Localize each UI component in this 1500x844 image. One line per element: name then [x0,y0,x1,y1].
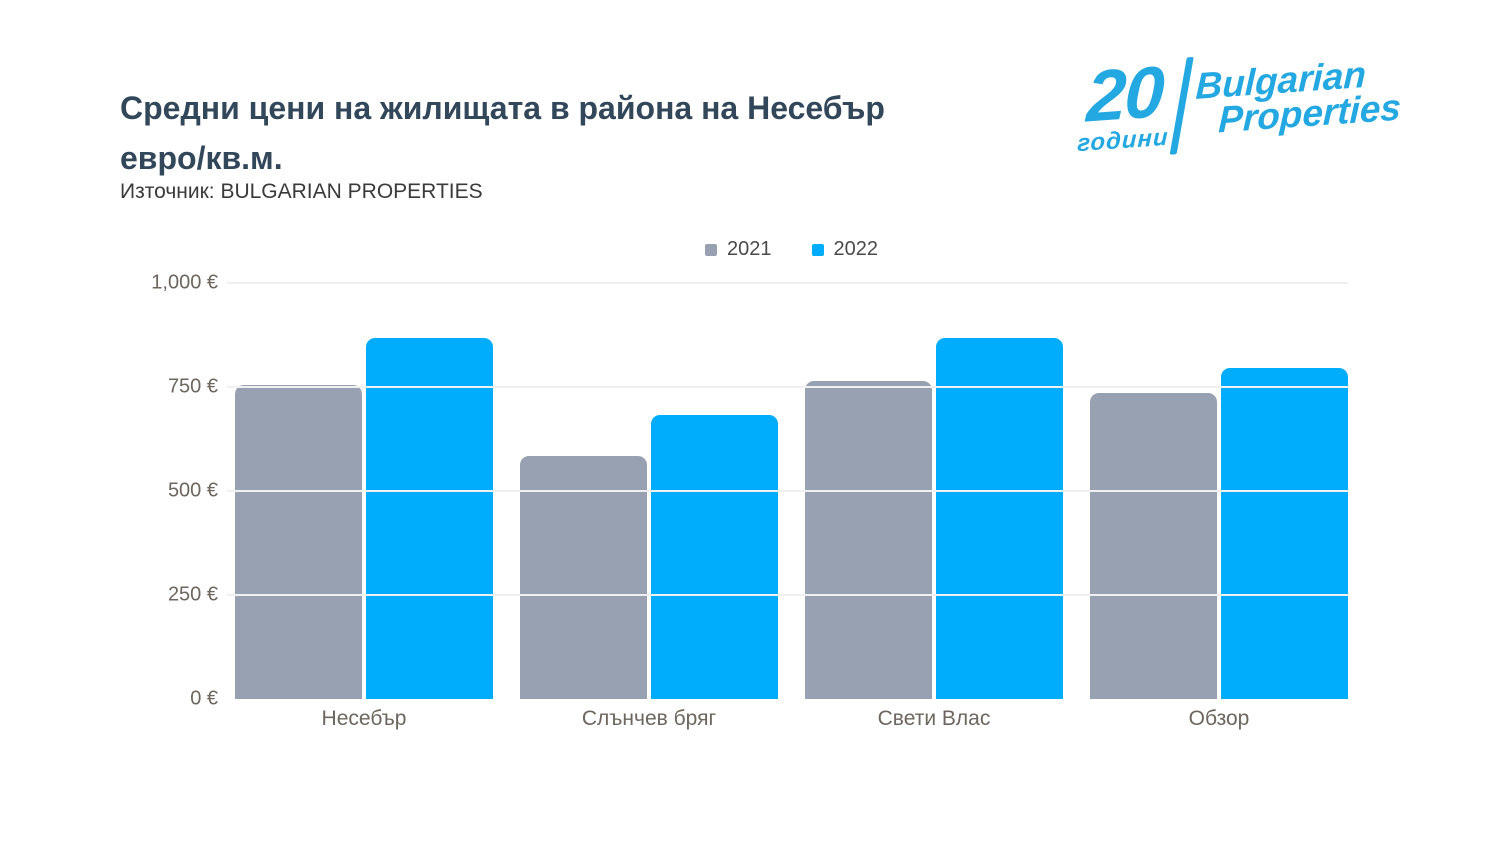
x-tick-label-Обзор: Обзор [1188,707,1250,730]
y-tick-label-1000: 1,000 € [151,271,218,294]
bar-2022-Обзор [1221,368,1348,699]
bar-2022-Слънчев бряг [651,414,778,699]
x-tick-label-Свети Влас: Свети Влас [877,707,991,730]
logo-slash-divider [1169,56,1194,155]
brand-logo: 20 години Bulgarian Properties [1075,36,1426,165]
gridline-500 [227,490,1348,492]
source-note: Източник: BULGARIAN PROPERTIES [120,180,483,203]
y-tick-label-750: 750 € [167,375,218,398]
legend-swatch-2021 [705,243,717,256]
bar-2022-Свети Влас [936,337,1063,699]
bar-2021-Свети Влас [805,380,932,699]
bar-group-Обзор [1090,283,1348,699]
logo-brand-line2: Properties [1217,86,1402,141]
logo-brand-name: Bulgarian Properties [1193,54,1402,141]
page-title: Средни цени на жилищата в района на Несе… [120,84,1020,183]
logo-years-word: години [1076,123,1170,158]
y-tick-label-250: 250 € [167,583,218,606]
logo-20-number: 20 [1085,51,1164,138]
gridline-250 [227,594,1348,596]
chart-legend: 2021 2022 [235,238,1348,261]
bar-group-Слънчев бряг [520,283,778,699]
x-tick-label-Несебър: Несебър [321,707,407,730]
y-axis-labels: 1,000 € 750 € 500 € 250 € 0 € [100,272,218,710]
bar-2022-Несебър [366,337,493,699]
page-title-line1: Средни цени на жилищата в района на Несе… [120,90,885,126]
legend-swatch-2022 [811,243,824,256]
legend-label: 2022 [833,238,879,260]
bar-groups [235,283,1348,699]
bar-group-Свети Влас [805,283,1063,699]
x-axis-labels: Несебър Слънчев бряг Свети Влас Обзор [235,707,1348,731]
bar-group-Несебър [235,283,493,699]
legend-label: 2021 [727,238,772,260]
gridline-1000 [227,282,1348,284]
bar-2021-Слънчев бряг [520,456,647,699]
legend-item-2021: 2021 [705,238,772,261]
gridline-750 [227,386,1348,388]
logo-anniversary: 20 години [1076,51,1172,158]
bar-2021-Обзор [1090,393,1217,699]
x-tick-label-Слънчев бряг: Слънчев бряг [581,707,717,730]
bar-chart-plot-area [227,282,1348,699]
legend-item-2022: 2022 [811,238,879,261]
bar-2021-Несебър [235,384,362,699]
y-tick-label-0: 0 € [190,687,218,710]
y-tick-label-500: 500 € [167,479,218,502]
page-title-line2: евро/кв.м. [120,139,283,176]
